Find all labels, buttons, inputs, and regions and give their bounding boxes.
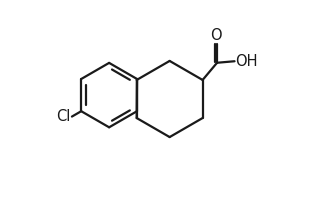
Text: O: O [210,28,222,43]
Text: OH: OH [235,54,258,69]
Text: Cl: Cl [56,109,71,124]
